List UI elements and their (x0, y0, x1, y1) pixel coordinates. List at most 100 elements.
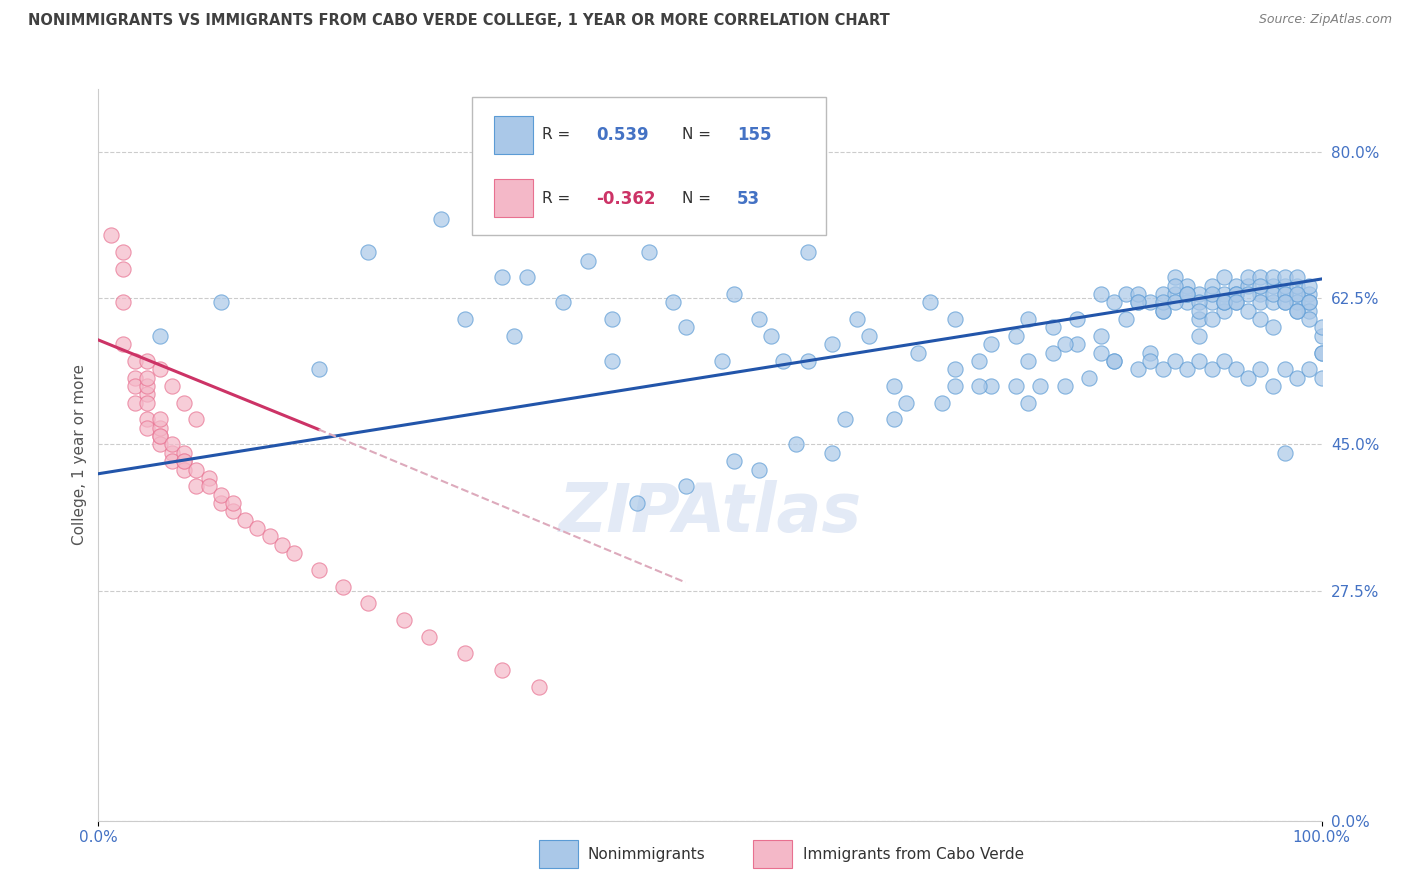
Point (637, 245, 661, 260)
Point (1225, 287, 1247, 301)
Point (209, 295, 232, 310)
Point (761, 328, 783, 343)
Point (1286, 370, 1309, 384)
Point (1115, 287, 1137, 301)
Point (1139, 354, 1161, 368)
Point (1225, 295, 1247, 310)
Point (1286, 303, 1309, 318)
Point (1201, 278, 1223, 293)
Point (1090, 328, 1112, 343)
Point (797, 354, 820, 368)
Point (1164, 354, 1187, 368)
Point (1164, 278, 1187, 293)
Text: NONIMMIGRANTS VS IMMIGRANTS FROM CABO VERDE COLLEGE, 1 YEAR OR MORE CORRELATION : NONIMMIGRANTS VS IMMIGRANTS FROM CABO VE… (28, 13, 890, 29)
Point (1175, 278, 1198, 293)
Text: 0.539: 0.539 (596, 126, 650, 144)
Point (980, 337, 1002, 351)
Point (1175, 287, 1198, 301)
Point (491, 663, 513, 677)
Point (553, 295, 575, 310)
Point (1310, 345, 1333, 359)
Point (785, 437, 807, 451)
Point (772, 354, 794, 368)
Point (124, 395, 146, 409)
Point (821, 446, 844, 460)
Point (1310, 345, 1333, 359)
Point (124, 370, 146, 384)
Point (1286, 303, 1309, 318)
Point (907, 345, 929, 359)
Point (1225, 278, 1247, 293)
Text: Immigrants from Cabo Verde: Immigrants from Cabo Verde (803, 847, 1024, 862)
Point (111, 337, 134, 351)
Point (1004, 379, 1026, 393)
Point (626, 496, 648, 510)
Point (1274, 287, 1296, 301)
Point (1261, 278, 1284, 293)
Point (173, 454, 195, 468)
Point (392, 613, 416, 627)
Point (1261, 320, 1284, 334)
Point (1310, 370, 1333, 384)
Text: Source: ZipAtlas.com: Source: ZipAtlas.com (1258, 13, 1392, 27)
Point (136, 412, 159, 426)
Point (1261, 379, 1284, 393)
Point (136, 421, 159, 435)
Point (920, 295, 942, 310)
Point (1029, 379, 1052, 393)
Point (149, 429, 172, 443)
Point (111, 245, 134, 260)
Point (883, 412, 905, 426)
Point (1102, 354, 1125, 368)
Point (1128, 295, 1150, 310)
Point (1261, 270, 1284, 285)
Point (186, 412, 208, 426)
Point (186, 462, 208, 476)
Point (356, 596, 378, 610)
Point (1298, 295, 1320, 310)
Point (1201, 287, 1223, 301)
Point (197, 479, 219, 493)
Point (246, 521, 269, 535)
Point (1128, 287, 1150, 301)
Point (1212, 287, 1234, 301)
Point (527, 680, 550, 694)
Point (883, 379, 905, 393)
Bar (494, 116, 533, 153)
Point (1237, 370, 1260, 384)
Point (1004, 328, 1026, 343)
Text: N =: N = (682, 127, 711, 142)
Point (1212, 354, 1234, 368)
Point (1249, 362, 1271, 376)
Text: 155: 155 (737, 126, 772, 144)
Point (858, 328, 880, 343)
Point (662, 295, 685, 310)
Point (100, 228, 122, 243)
Point (1152, 362, 1174, 376)
Point (308, 563, 330, 577)
Point (136, 379, 159, 393)
Point (1066, 337, 1088, 351)
Point (1286, 278, 1309, 293)
Point (748, 462, 770, 476)
Point (149, 328, 172, 343)
Point (1274, 295, 1296, 310)
Point (149, 412, 172, 426)
Point (943, 312, 966, 326)
Text: R =: R = (543, 127, 581, 142)
Point (1298, 295, 1320, 310)
Point (1164, 295, 1187, 310)
Point (173, 454, 195, 468)
Point (1201, 295, 1223, 310)
Point (332, 580, 354, 594)
Point (283, 546, 305, 560)
Point (491, 270, 513, 285)
Point (1188, 295, 1211, 310)
Point (111, 295, 134, 310)
Point (1053, 379, 1076, 393)
Point (209, 496, 232, 510)
Point (270, 538, 294, 552)
Point (222, 504, 245, 518)
Point (1274, 278, 1296, 293)
Point (1225, 295, 1247, 310)
